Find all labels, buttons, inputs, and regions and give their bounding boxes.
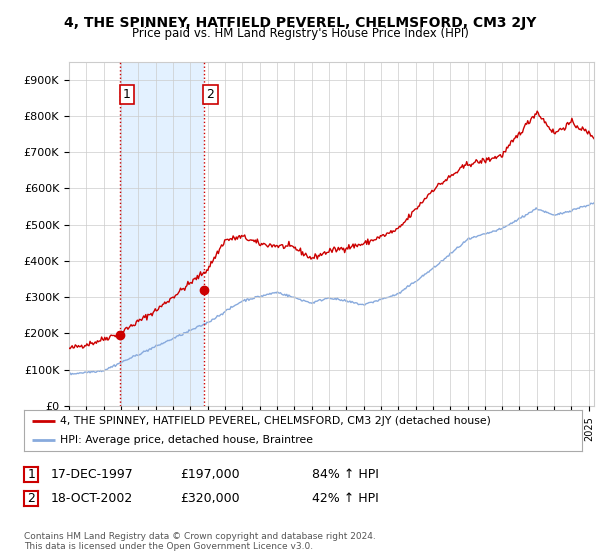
Text: 1: 1 xyxy=(27,468,35,481)
Text: This data is licensed under the Open Government Licence v3.0.: This data is licensed under the Open Gov… xyxy=(24,542,313,551)
Text: 84% ↑ HPI: 84% ↑ HPI xyxy=(312,468,379,482)
Text: 2: 2 xyxy=(206,88,214,101)
Text: Price paid vs. HM Land Registry's House Price Index (HPI): Price paid vs. HM Land Registry's House … xyxy=(131,27,469,40)
Bar xyxy=(120,62,204,406)
Text: HPI: Average price, detached house, Braintree: HPI: Average price, detached house, Brai… xyxy=(60,435,313,445)
Text: 1: 1 xyxy=(123,88,131,101)
Text: 4, THE SPINNEY, HATFIELD PEVEREL, CHELMSFORD, CM3 2JY (detached house): 4, THE SPINNEY, HATFIELD PEVEREL, CHELMS… xyxy=(60,417,491,426)
Text: 2: 2 xyxy=(27,492,35,505)
Text: £197,000: £197,000 xyxy=(180,468,239,482)
Text: 42% ↑ HPI: 42% ↑ HPI xyxy=(312,492,379,505)
Text: 17-DEC-1997: 17-DEC-1997 xyxy=(51,468,134,482)
Text: 4, THE SPINNEY, HATFIELD PEVEREL, CHELMSFORD, CM3 2JY: 4, THE SPINNEY, HATFIELD PEVEREL, CHELMS… xyxy=(64,16,536,30)
Text: Contains HM Land Registry data © Crown copyright and database right 2024.: Contains HM Land Registry data © Crown c… xyxy=(24,532,376,541)
Text: £320,000: £320,000 xyxy=(180,492,239,505)
Text: 18-OCT-2002: 18-OCT-2002 xyxy=(51,492,133,505)
